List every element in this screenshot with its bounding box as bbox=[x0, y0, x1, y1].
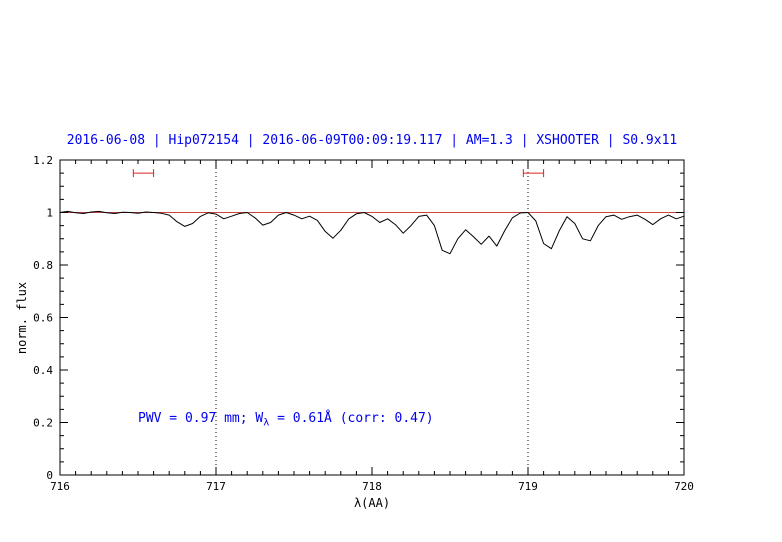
svg-text:719: 719 bbox=[518, 480, 538, 493]
svg-text:717: 717 bbox=[206, 480, 226, 493]
x-axis-label: λ(AA) bbox=[353, 496, 391, 510]
svg-text:0.4: 0.4 bbox=[33, 364, 53, 377]
svg-text:0.2: 0.2 bbox=[33, 417, 53, 430]
svg-text:0.6: 0.6 bbox=[33, 312, 53, 325]
pwv-annotation-sub: λ bbox=[263, 417, 270, 429]
y-axis-label: norm. flux bbox=[15, 281, 29, 355]
pwv-annotation-part1: PWV = 0.97 mm; W bbox=[138, 411, 264, 426]
svg-text:718: 718 bbox=[362, 480, 382, 493]
svg-text:720: 720 bbox=[674, 480, 694, 493]
svg-text:1.2: 1.2 bbox=[33, 154, 53, 167]
svg-text:0.8: 0.8 bbox=[33, 259, 53, 272]
plot-title: 2016-06-08 | Hip072154 | 2016-06-09T00:0… bbox=[66, 133, 678, 148]
svg-text:716: 716 bbox=[50, 480, 70, 493]
svg-text:0: 0 bbox=[46, 469, 53, 482]
pwv-annotation-part2: = 0.61Å (corr: 0.47) bbox=[269, 411, 434, 426]
svg-text:1: 1 bbox=[46, 207, 53, 220]
pwv-annotation: PWV = 0.97 mm; Wλ = 0.61Å (corr: 0.47) bbox=[138, 411, 434, 429]
